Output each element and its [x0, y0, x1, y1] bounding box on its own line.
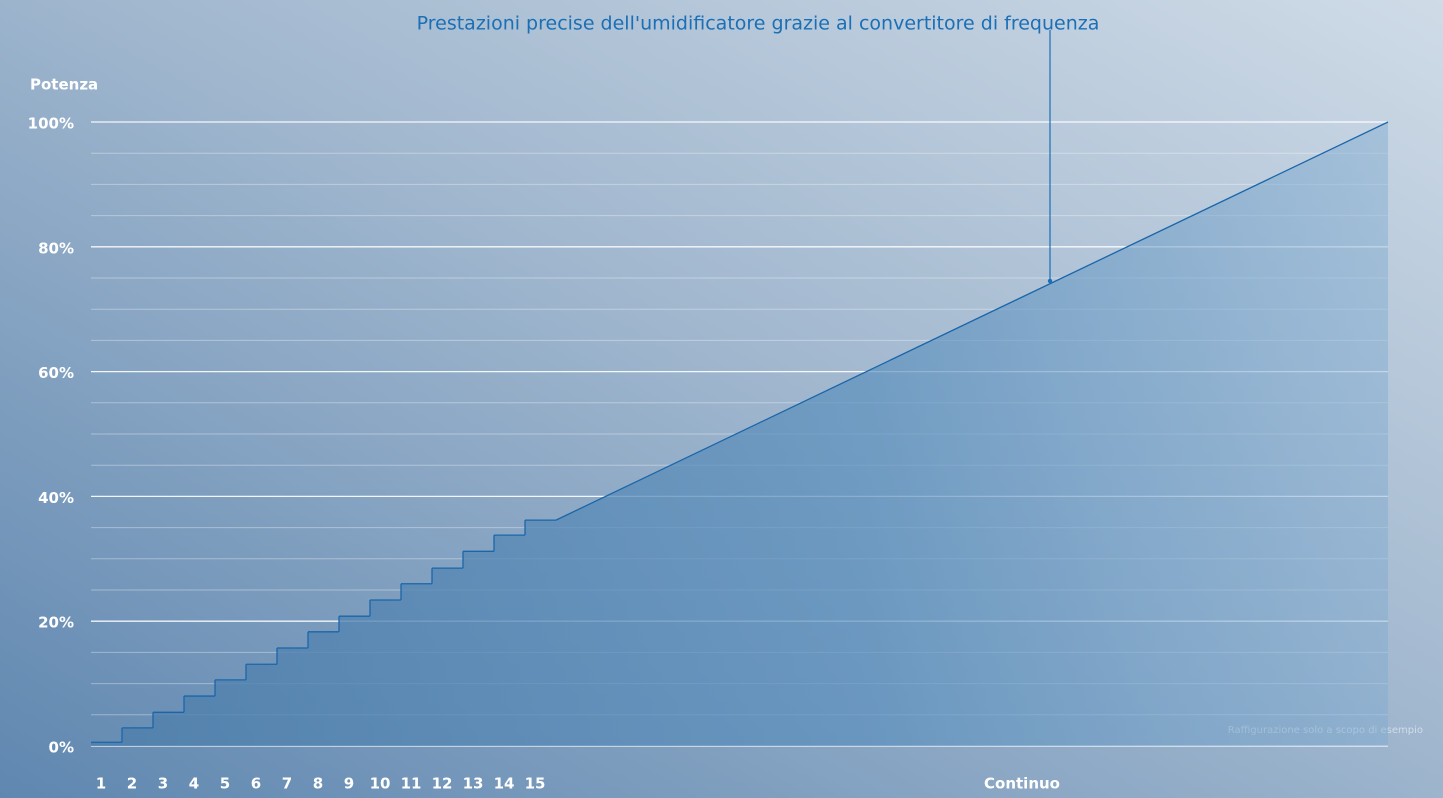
- y-tick-label: 80%: [38, 239, 74, 257]
- x-tick-label: 15: [525, 775, 546, 793]
- x-tick-label: 8: [313, 775, 323, 793]
- x-tick-label: 6: [251, 775, 261, 793]
- x-tick-label: 1: [96, 775, 106, 793]
- x-tick-label: 11: [401, 775, 422, 793]
- area: [91, 122, 1388, 746]
- y-tick-label: 100%: [28, 115, 74, 133]
- x-tick-label: 12: [432, 775, 453, 793]
- x-tick-label: 4: [189, 775, 199, 793]
- chart-title: Prestazioni precise dell'umidificatore g…: [417, 13, 1100, 35]
- y-axis-label: Potenza: [30, 76, 98, 94]
- x-tick-label: Continuo: [984, 775, 1060, 793]
- x-tick-label: 14: [494, 775, 515, 793]
- y-tick-label: 40%: [38, 489, 74, 507]
- y-tick-label: 60%: [38, 364, 74, 382]
- annotation-dot: [1047, 278, 1053, 284]
- x-tick-label: 10: [370, 775, 391, 793]
- continuous-line: [555, 121, 1389, 521]
- y-tick-label: 0%: [49, 739, 74, 757]
- x-tick-label: 13: [463, 775, 484, 793]
- x-tick-label: 5: [220, 775, 230, 793]
- plot: [91, 121, 1389, 746]
- x-tick-label: 9: [344, 775, 354, 793]
- x-tick-label: 2: [127, 775, 137, 793]
- x-tick-label: 3: [158, 775, 168, 793]
- x-tick-label: 7: [282, 775, 292, 793]
- y-tick-label: 20%: [38, 614, 74, 632]
